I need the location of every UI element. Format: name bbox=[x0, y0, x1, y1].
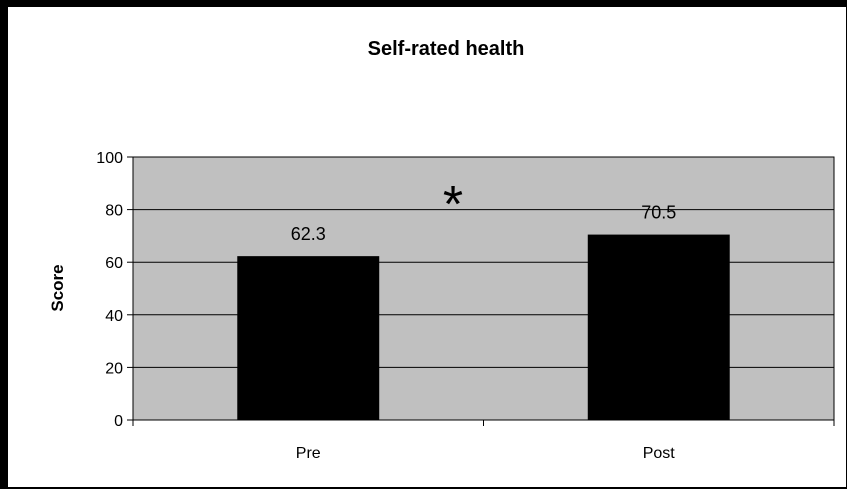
y-tick-label: 40 bbox=[105, 308, 123, 325]
y-tick-label: 60 bbox=[105, 255, 123, 272]
y-axis-label: Score bbox=[48, 264, 67, 311]
data-label: 62.3 bbox=[291, 224, 326, 244]
y-tick-label: 100 bbox=[96, 150, 123, 167]
x-ticks: Pre Post bbox=[132, 420, 835, 462]
data-label: 70.5 bbox=[641, 203, 676, 223]
y-ticks: 0 20 40 60 80 100 bbox=[96, 150, 133, 430]
y-tick-label: 0 bbox=[114, 413, 123, 430]
significance-asterisk: * bbox=[443, 176, 463, 234]
x-tick-label: Post bbox=[643, 445, 676, 462]
bars bbox=[237, 234, 730, 420]
chart-title: Self-rated health bbox=[368, 38, 525, 60]
y-tick-label: 80 bbox=[105, 203, 123, 220]
y-tick-label: 20 bbox=[105, 360, 123, 377]
x-tick-label: Pre bbox=[296, 445, 321, 462]
data-labels: 62.3 70.5 bbox=[291, 203, 677, 245]
bar-pre bbox=[237, 256, 380, 420]
bar-post bbox=[587, 234, 730, 420]
